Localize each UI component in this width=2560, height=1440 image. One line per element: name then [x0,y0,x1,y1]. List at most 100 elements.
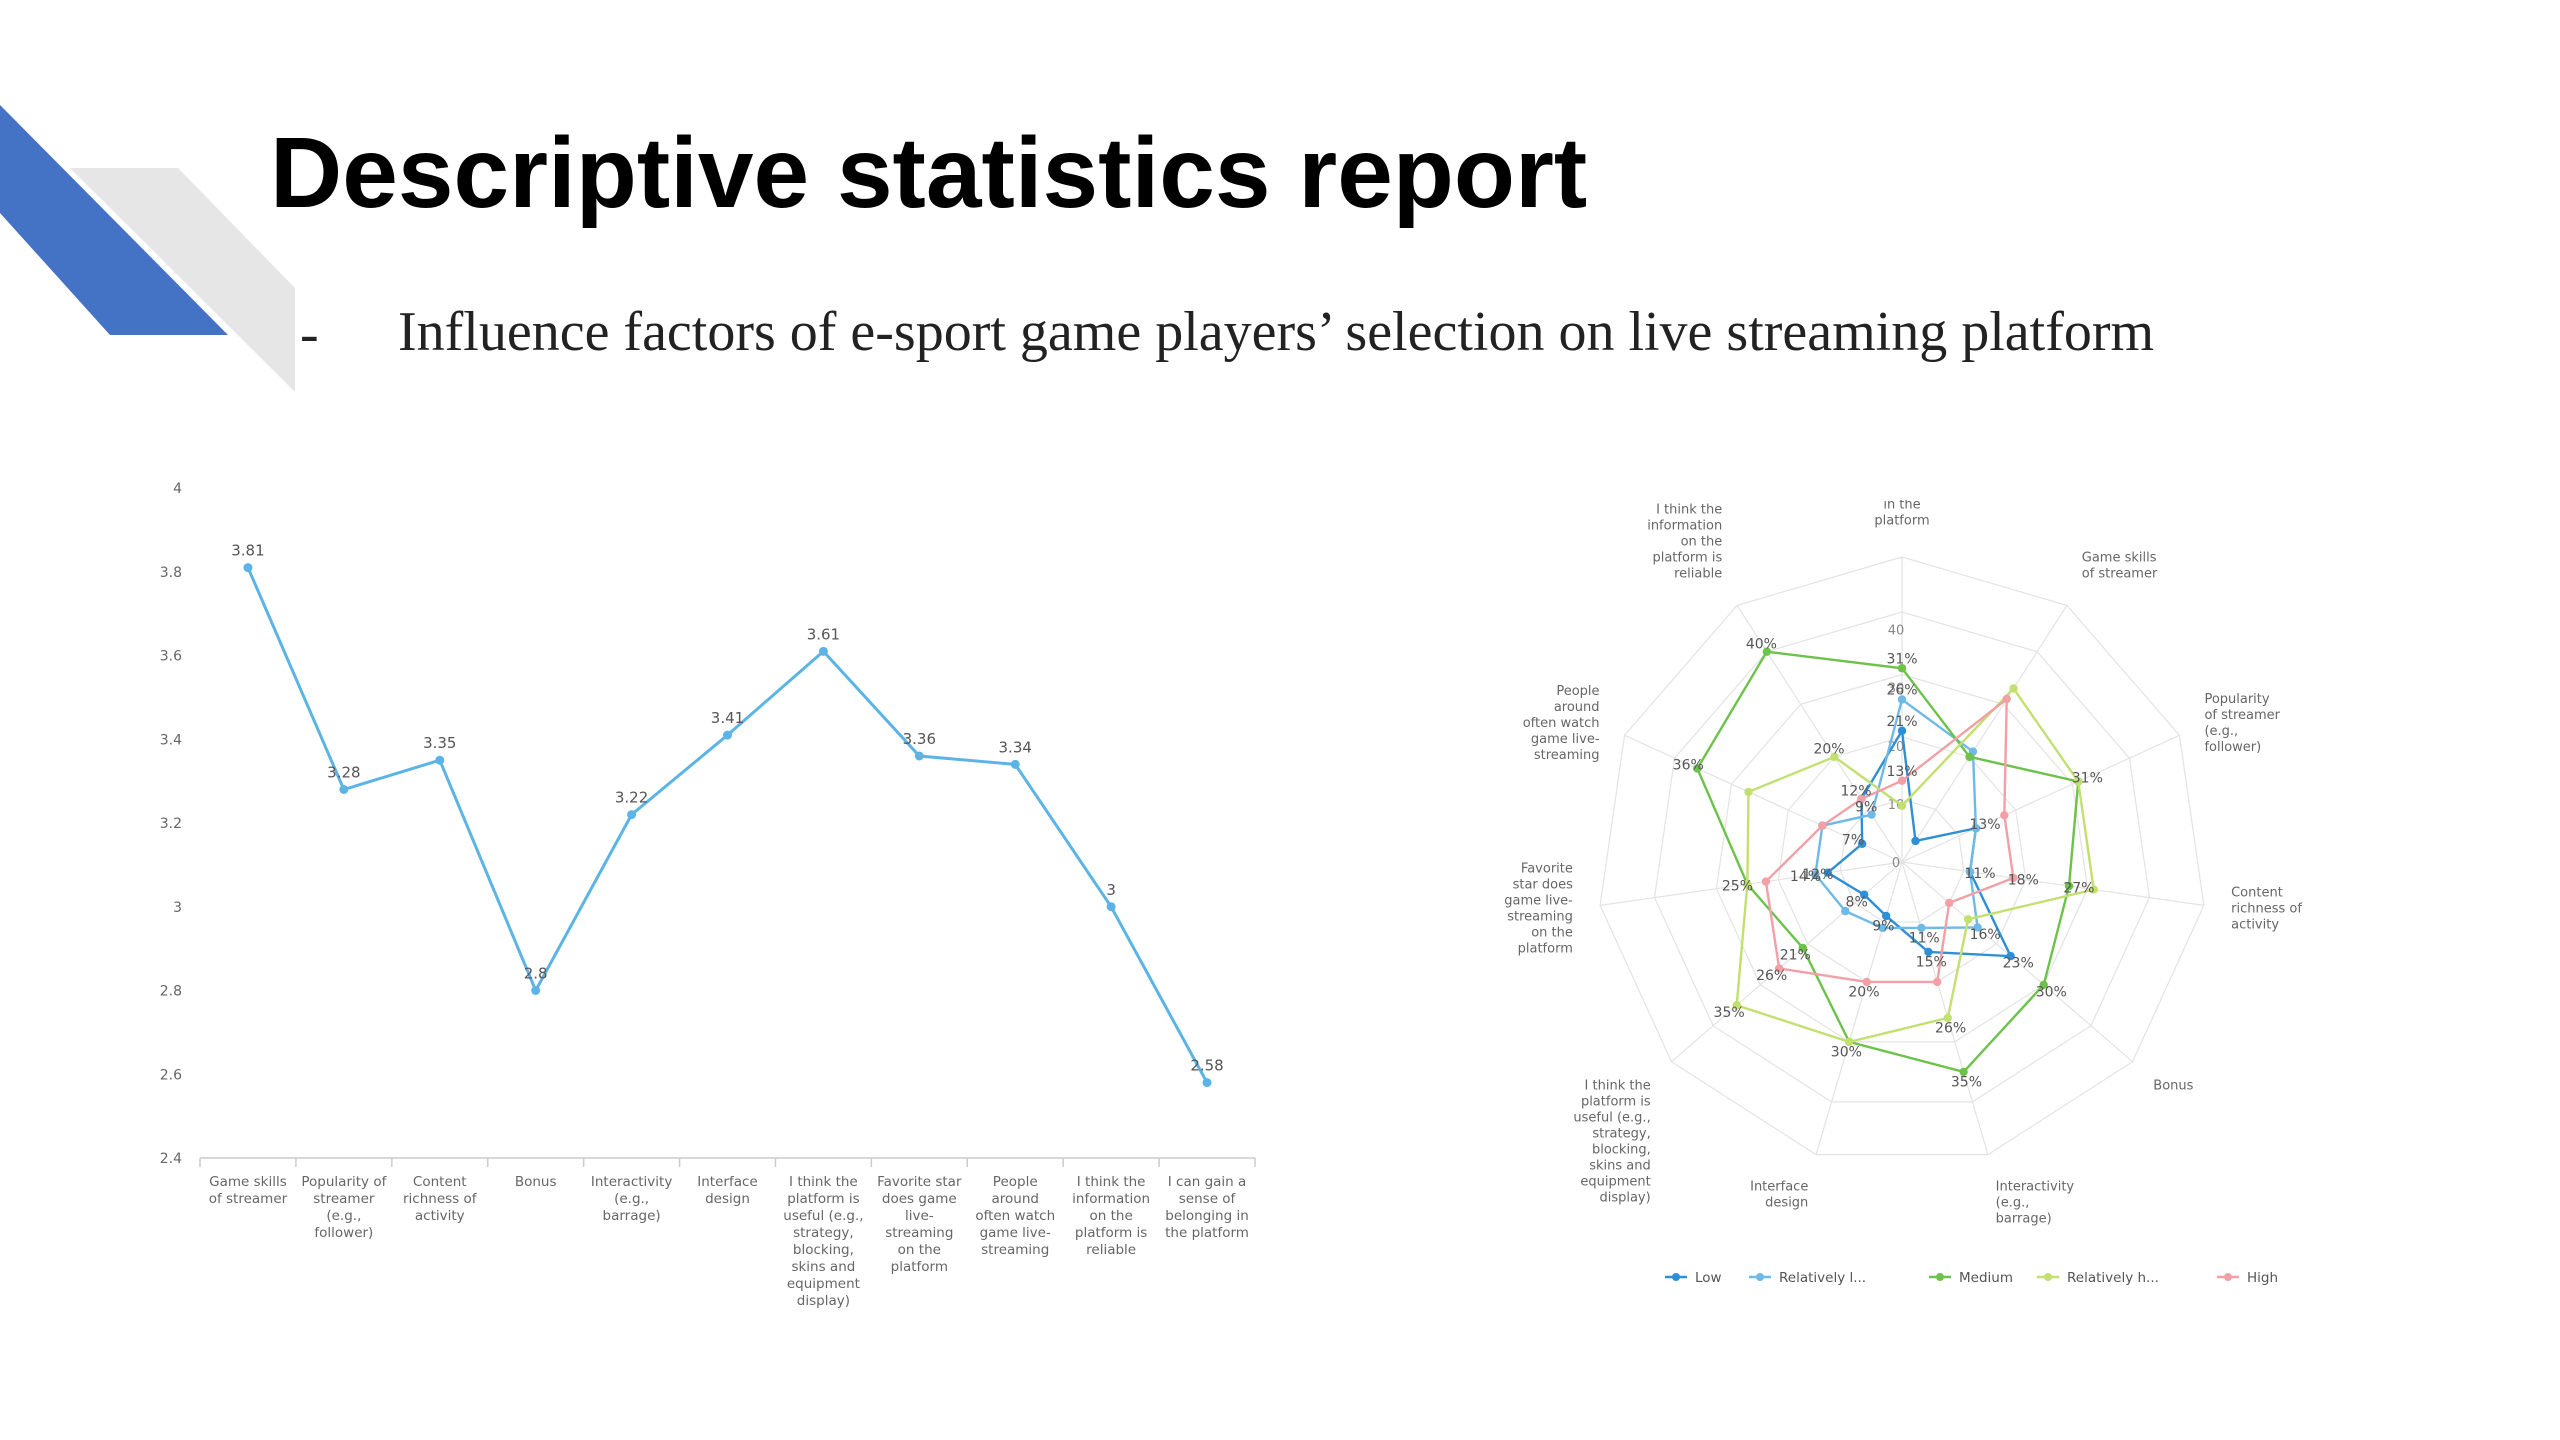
legend-swatch-dot [2224,1273,2232,1281]
radar-axis-label: blocking, [1592,1142,1651,1157]
radar-data-label: 15% [1916,955,1947,971]
corner-gray-band [70,168,295,392]
radar-data-label: 31% [1886,651,1917,667]
radar-data-label: 30% [2036,984,2067,1000]
radar-data-label: 12% [1840,783,1871,799]
radar-data-point [2064,881,2074,891]
radar-data-label: 18% [2008,872,2039,888]
legend-item: Medium [1929,1270,2013,1286]
radar-axis-label: platform [1874,514,1929,529]
radar-data-point [1762,647,1772,656]
x-axis-category-label: of streamer [209,1191,288,1207]
radar-tick-label: 40 [1888,624,1905,639]
legend-swatch-dot [1936,1273,1944,1281]
radar-data-point [1917,923,1926,933]
radar-axis-label: I think the [1585,1078,1651,1093]
radar-data-label: 40% [1746,636,1777,652]
line-data-label: 3.34 [999,738,1032,756]
radar-data-point [1862,977,1871,987]
radar-data-label: 20% [1813,741,1844,757]
x-axis-category-label: information [1072,1191,1150,1207]
radar-axis-label: on the [1531,926,1573,941]
line-data-label: 3.36 [903,730,936,748]
radar-axis-label: platform is [1581,1094,1651,1109]
line-data-label: 2.8 [524,965,548,983]
radar-data-label: 25% [1722,879,1753,895]
radar-axis-label: of streamer [2204,708,2280,723]
legend-item: Relatively h... [2037,1270,2159,1286]
line-data-point [1202,1078,1212,1088]
subtitle-bullet: - [300,303,319,365]
radar-data-point [1858,839,1867,849]
radar-grid-ring [1777,736,2027,983]
radar-data-point [1844,1037,1854,1047]
radar-axis-label: People [1556,684,1599,699]
x-axis-category-label: around [991,1191,1038,1207]
line-data-label: 3.61 [807,625,840,643]
radar-data-point [1897,776,1907,785]
radar-data-label: 36% [1673,757,1704,773]
radar-data-label: 20% [1848,985,1879,1001]
line-data-point [723,730,732,740]
radar-axis-label: activity [2231,918,2279,933]
radar-data-label: 35% [1714,1005,1745,1021]
x-axis-category-label: equipment [787,1276,860,1292]
mean-score-line-chart: 2.4 2.6 2.8 3 3.2 3.4 3.6 3.8 4 3.81 3.28 3.35 2.8 3.… [160,481,1256,1309]
line-data-point [914,751,924,761]
x-axis-category-label: Interface [697,1174,757,1190]
radar-data-point [1693,764,1702,773]
radar-data-label: 11% [1909,931,1940,947]
x-axis-category-label: Popularity of [301,1174,387,1190]
radar-data-point [1743,880,1752,889]
radar-data-label: 9% [1872,919,1894,935]
x-axis-category-label: I think the [1077,1174,1146,1190]
x-axis-category-label: activity [415,1208,465,1224]
rating-distribution-radar-chart: 01020304013%23%15%9%8%12%7%12%21%16%11%1… [1504,500,2302,1286]
radar-axis-label: equipment [1580,1174,1650,1189]
x-axis-category-label: on the [1090,1208,1133,1224]
radar-data-label: 35% [1951,1074,1982,1090]
radar-axis-label: skins and [1589,1158,1651,1173]
radar-spoke [1901,861,1989,1155]
line-data-label: 3.41 [711,709,744,727]
radar-axis-label: platform is [1652,550,1722,565]
x-axis-category-label: skins and [791,1259,855,1275]
radar-axis-label: in the [1883,500,1920,513]
radar-data-point [1867,810,1876,819]
line-data-point [339,785,349,794]
x-axis-category-label: blocking, [793,1242,854,1258]
radar-spoke [1624,734,1903,863]
radar-data-point [1857,794,1866,804]
line-data-label: 3.35 [423,734,456,752]
radar-tick-label: 30 [1888,682,1905,697]
radar-spoke [1815,861,1903,1155]
radar-data-point [2074,777,2083,786]
radar-data-point [1830,752,1839,762]
y-axis-tick-label: 2.4 [160,1151,182,1167]
radar-data-point [1881,911,1891,921]
radar-data-point [2006,951,2015,961]
radar-series-line [1764,696,2015,984]
y-axis-tick-label: 3 [173,900,182,916]
x-axis-category-label: barrage) [603,1208,661,1224]
line-series [246,566,1209,1084]
legend-label: High [2247,1270,2278,1286]
radar-data-point [2002,694,2011,704]
radar-data-point [1897,726,1907,735]
radar-data-point [1973,923,1982,932]
radar-series-line [1735,686,2096,1044]
radar-data-point [2000,811,2009,820]
slide-subtitle: Influence factors of e-sport game player… [398,301,2155,363]
x-axis-category-label: Interactivity [591,1174,672,1190]
line-data-label: 3.81 [231,542,264,560]
line-data-point [243,563,253,573]
slide-title: Descriptive statistics report [270,117,1588,229]
radar-axis-label: Interface [1750,1180,1808,1195]
radar-axis-label: information [1647,518,1722,533]
radar-data-point [1732,1001,1741,1010]
radar-data-point [1965,752,1974,762]
x-axis-category-label: the platform [1165,1225,1249,1241]
radar-data-label: 30% [1831,1044,1862,1060]
x-axis-category-label: display) [797,1293,850,1309]
x-axis-category-label: streaming [981,1242,1049,1258]
